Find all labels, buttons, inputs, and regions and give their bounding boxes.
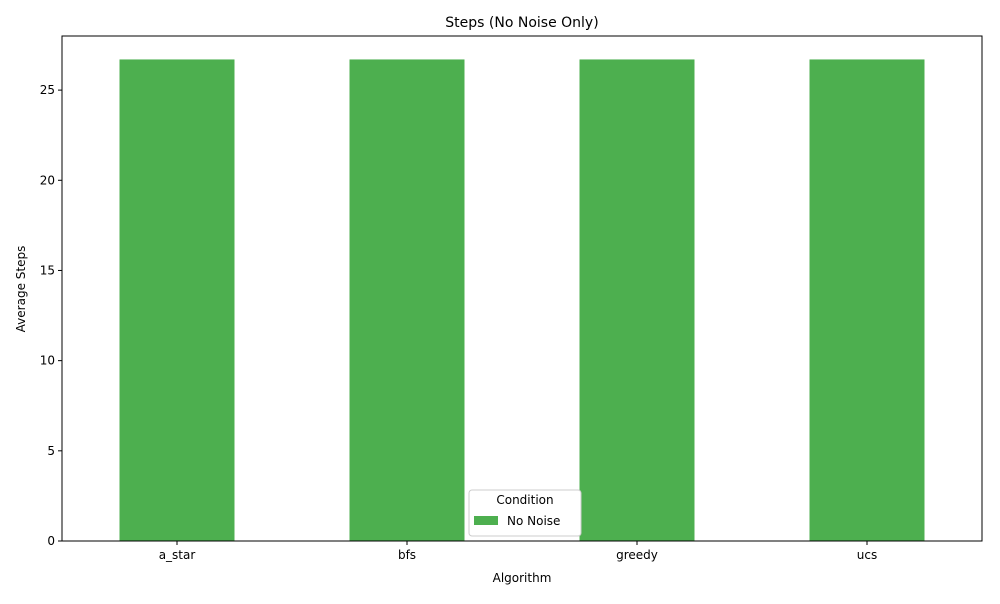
x-tick-label: greedy <box>616 548 658 562</box>
y-tick-label: 15 <box>40 263 55 277</box>
x-axis-label: Algorithm <box>493 571 552 585</box>
bar-bfs <box>349 59 465 541</box>
legend: Condition No Noise <box>468 489 582 537</box>
y-tick-label: 25 <box>40 83 55 97</box>
y-tick-label: 10 <box>40 354 55 368</box>
y-axis-label: Average Steps <box>14 246 28 333</box>
bar-a-star <box>119 59 235 541</box>
y-tick-label: 0 <box>47 534 55 548</box>
x-tick-label: bfs <box>398 548 416 562</box>
x-tick-label: ucs <box>857 548 877 562</box>
chart-title: Steps (No Noise Only) <box>445 15 598 31</box>
bars-group <box>119 59 925 541</box>
legend-label-no-noise: No Noise <box>507 514 560 528</box>
y-tick-label: 5 <box>47 444 55 458</box>
bar-ucs <box>809 59 925 541</box>
y-tick-label: 20 <box>40 173 55 187</box>
x-tick-label: a_star <box>159 548 196 562</box>
plot-frame <box>61 35 983 542</box>
legend-title: Condition <box>496 493 553 507</box>
plot-area <box>61 35 983 542</box>
x-axis: a_star bfs greedy ucs <box>159 541 877 562</box>
bar-greedy <box>579 59 695 541</box>
legend-swatch-no-noise <box>474 516 498 525</box>
y-axis: 0 5 10 15 20 25 <box>40 83 62 548</box>
